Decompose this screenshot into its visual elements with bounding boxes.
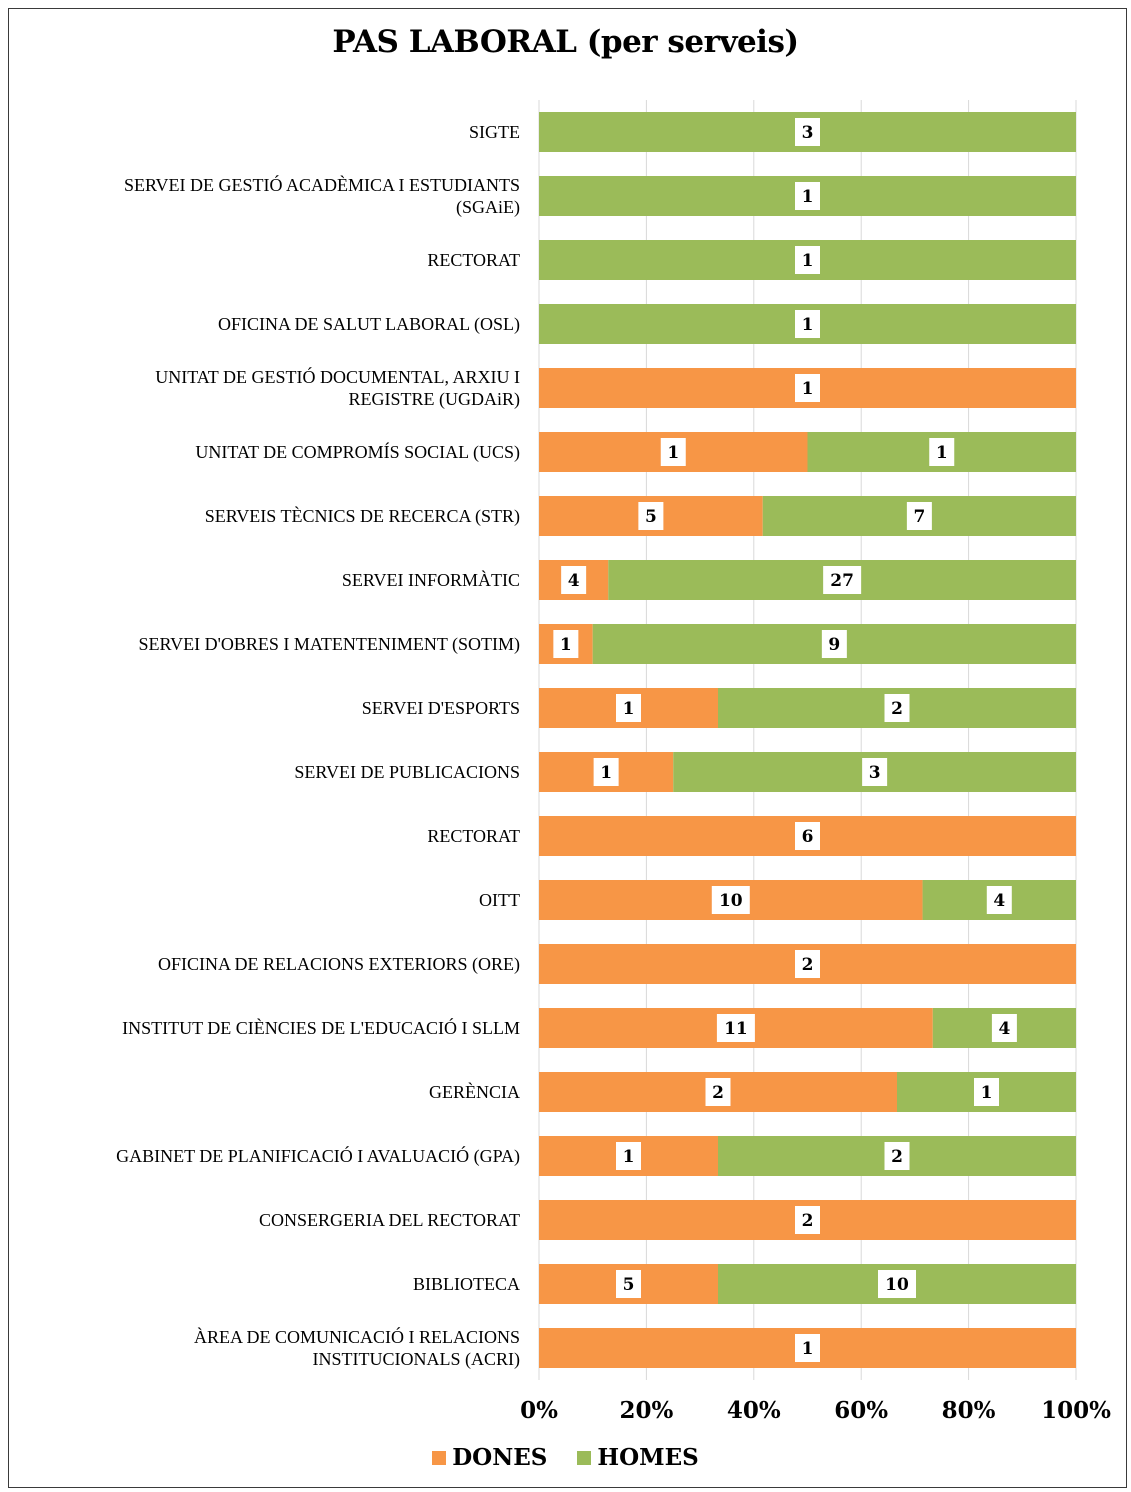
data-label: 27 (830, 571, 854, 591)
data-label: 1 (936, 443, 948, 463)
data-label-box (884, 694, 910, 722)
legend-swatch-homes (577, 1450, 592, 1465)
category-label: SERVEI D'ESPORTS (362, 698, 520, 718)
data-label-box (795, 1334, 820, 1362)
data-label: 1 (623, 1147, 635, 1167)
category-label: CONSERGERIA DEL RECTORAT (259, 1210, 520, 1230)
data-label: 1 (667, 443, 679, 463)
data-label: 1 (623, 699, 635, 719)
data-label-box (795, 822, 820, 850)
data-label: 5 (623, 1275, 635, 1295)
data-label-box (795, 118, 820, 146)
data-label-box (795, 950, 820, 978)
data-label: 10 (885, 1275, 909, 1295)
data-label-box (991, 1014, 1017, 1042)
data-label-box (884, 1142, 910, 1170)
data-label: 4 (998, 1019, 1010, 1039)
data-label-box (705, 1078, 731, 1106)
data-label: 1 (802, 1339, 814, 1359)
category-label: RECTORAT (427, 826, 520, 846)
data-label-box (795, 310, 820, 338)
data-label: 2 (891, 699, 903, 719)
data-label: 1 (600, 763, 612, 783)
x-tick-label: 80% (942, 1397, 996, 1424)
legend-item-dones: DONES (432, 1444, 547, 1471)
category-label: GABINET DE PLANIFICACIÓ I AVALUACIÓ (GPA… (116, 1145, 520, 1167)
data-label: 2 (802, 955, 814, 975)
legend-item-homes: HOMES (577, 1444, 699, 1471)
category-label: GERÈNCIA (429, 1081, 520, 1102)
data-label: 3 (869, 763, 881, 783)
data-label-box (823, 566, 862, 594)
data-label-box (593, 758, 619, 786)
category-label: BIBLIOTECA (413, 1274, 520, 1294)
data-label-box (638, 502, 664, 530)
data-label: 1 (802, 251, 814, 271)
category-label: OFICINA DE RELACIONS EXTERIORS (ORE) (158, 954, 520, 975)
x-tick-label: 40% (727, 1397, 781, 1424)
x-tick-label: 60% (834, 1397, 888, 1424)
data-label-box (616, 694, 641, 722)
data-label-box (616, 1142, 641, 1170)
data-label-box (862, 758, 888, 786)
data-label-box (716, 1014, 755, 1042)
data-label: 1 (560, 635, 572, 655)
data-label-box (553, 630, 579, 658)
category-label: UNITAT DE GESTIÓ DOCUMENTAL, ARXIU I REGI… (155, 366, 520, 410)
x-tick-label: 100% (1041, 1397, 1111, 1424)
data-label-box (906, 502, 932, 530)
category-label: SERVEI DE GESTIÓ ACADÈMICA I ESTUDIANTS(… (124, 174, 520, 218)
data-label-box (711, 886, 750, 914)
data-label-box (821, 630, 847, 658)
category-label: SERVEI INFORMÀTIC (342, 569, 520, 590)
category-label: OFICINA DE SALUT LABORAL (OSL) (218, 314, 520, 335)
legend-swatch-dones (432, 1450, 447, 1465)
data-label: 1 (802, 379, 814, 399)
data-label: 10 (719, 891, 743, 911)
data-label-box (795, 1206, 820, 1234)
data-label: 3 (802, 123, 814, 143)
data-label-box (795, 246, 820, 274)
data-label-box (986, 886, 1012, 914)
data-label: 1 (981, 1083, 993, 1103)
data-label: 4 (568, 571, 580, 591)
data-label: 1 (802, 315, 814, 335)
data-label-box (660, 438, 686, 466)
data-label: 2 (712, 1083, 724, 1103)
data-label: 5 (645, 507, 657, 527)
data-label-box (795, 374, 820, 402)
chart-title: PAS LABORAL (per serveis) (332, 24, 799, 60)
data-label: 7 (913, 507, 925, 527)
data-label: 4 (993, 891, 1005, 911)
data-label-box (878, 1270, 916, 1298)
data-label-box (929, 438, 955, 466)
x-tick-label: 20% (619, 1397, 673, 1424)
data-label-box (561, 566, 587, 594)
category-label: ÀREA DE COMUNICACIÓ I RELACIONS INSTITUCI… (194, 1326, 520, 1370)
category-label: SERVEIS TÈCNICS DE RECERCA (STR) (205, 505, 520, 527)
data-label-box (974, 1078, 999, 1106)
data-label: 1 (802, 187, 814, 207)
legend-label-homes: HOMES (597, 1444, 699, 1471)
data-label: 11 (724, 1019, 748, 1039)
category-label: RECTORAT (427, 250, 520, 270)
legend-label-dones: DONES (452, 1444, 548, 1471)
category-label: SERVEI D'OBRES I MATENTENIMENT (SOTIM) (139, 634, 520, 655)
category-label: INSTITUT DE CIÈNCIES DE L'EDUCACIÓ I SLL… (122, 1017, 520, 1038)
x-tick-label: 0% (520, 1397, 558, 1424)
data-label: 2 (891, 1147, 903, 1167)
category-label: SERVEI DE PUBLICACIONS (294, 762, 520, 782)
plot-area: 3 SIGTE 1 SERVEI DE GESTIÓ ACADÈMICA I ESTU… (116, 100, 1111, 1424)
category-label: SIGTE (469, 122, 520, 142)
data-label-box (616, 1270, 641, 1298)
data-label: 9 (828, 635, 840, 655)
data-label: 6 (802, 827, 814, 847)
legend: DONES HOMES (0, 1444, 1131, 1471)
data-label: 2 (802, 1211, 814, 1231)
category-label: OITT (479, 890, 520, 910)
data-label-box (795, 182, 820, 210)
category-label: UNITAT DE COMPROMÍS SOCIAL (UCS) (195, 441, 520, 463)
